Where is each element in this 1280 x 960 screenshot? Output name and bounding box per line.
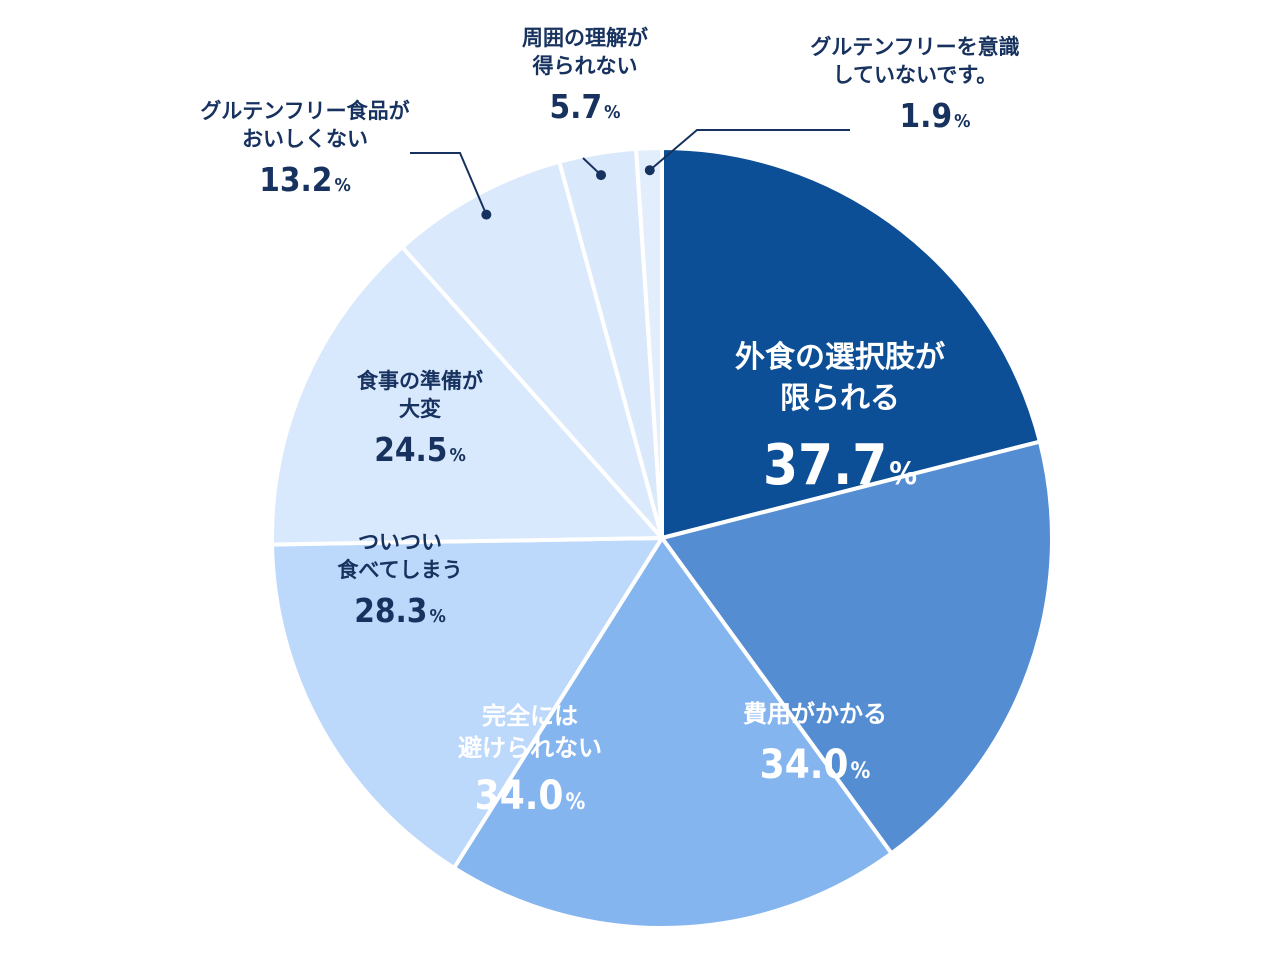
label-meal-prep-line1: 食事の準備が — [357, 369, 483, 393]
value-dining-options: 37.7% — [762, 433, 918, 498]
pie-slice-meal-prep — [270, 245, 664, 547]
label-dining-options-line1: 外食の選択肢が — [735, 340, 945, 375]
label-dining-options: 外食の選択肢が 限られる 37.7% — [715, 338, 965, 498]
label-end-up-eating-line2: 食べてしまう — [337, 558, 463, 583]
pie-slice-cost — [660, 439, 1055, 856]
label-unavoidable-line2: 避けられない — [458, 734, 602, 763]
label-end-up-eating-line1: ついつい — [358, 530, 442, 554]
leader-line-no-understanding — [582, 157, 602, 176]
pie-slice-not-tasty — [400, 159, 664, 540]
leader-line-not-conscious — [649, 129, 850, 171]
label-dining-options-line2: 限られる — [780, 380, 900, 416]
label-not-conscious-line2: していないです。 — [832, 63, 998, 88]
pie-slice-end-up-eating — [270, 536, 664, 870]
value-meal-prep: 24.5% — [374, 429, 466, 469]
value-no-understanding: 5.7% — [549, 86, 621, 126]
label-meal-prep: 食事の準備が 大変 24.5% — [325, 367, 515, 469]
label-not-conscious-line1: グルテンフリーを意識 — [810, 35, 1020, 59]
pie-slice-unavoidable — [452, 536, 894, 930]
pie-slice-not-conscious — [634, 146, 664, 540]
label-no-understanding-line2: 得られない — [532, 54, 638, 79]
label-no-understanding-line1: 周囲の理解が — [522, 26, 648, 50]
label-cost: 費用がかかる 34.0% — [700, 698, 930, 788]
label-meal-prep-line2: 大変 — [399, 397, 441, 422]
leader-line-not-tasty — [410, 152, 488, 216]
label-not-conscious: グルテンフリーを意識 していないです。 1.9% — [770, 33, 1060, 135]
label-no-understanding: 周囲の理解が 得られない 5.7% — [475, 24, 695, 126]
label-not-tasty: グルテンフリー食品が おいしくない 13.2% — [160, 97, 450, 199]
value-unavoidable: 34.0% — [474, 772, 586, 819]
value-cost: 34.0% — [759, 742, 871, 789]
label-unavoidable-line1: 完全には — [482, 702, 578, 730]
label-end-up-eating: ついつい 食べてしまう 28.3% — [305, 528, 495, 630]
label-cost-line1: 費用がかかる — [743, 700, 887, 728]
value-not-tasty: 13.2% — [259, 159, 351, 199]
label-not-tasty-line1: グルテンフリー食品が — [200, 99, 410, 123]
label-unavoidable: 完全には 避けられない 34.0% — [425, 700, 635, 819]
value-not-conscious: 1.9% — [899, 95, 971, 135]
pie-slice-dining-options — [660, 146, 1042, 540]
value-end-up-eating: 28.3% — [354, 590, 446, 630]
label-not-tasty-line2: おいしくない — [242, 127, 368, 152]
